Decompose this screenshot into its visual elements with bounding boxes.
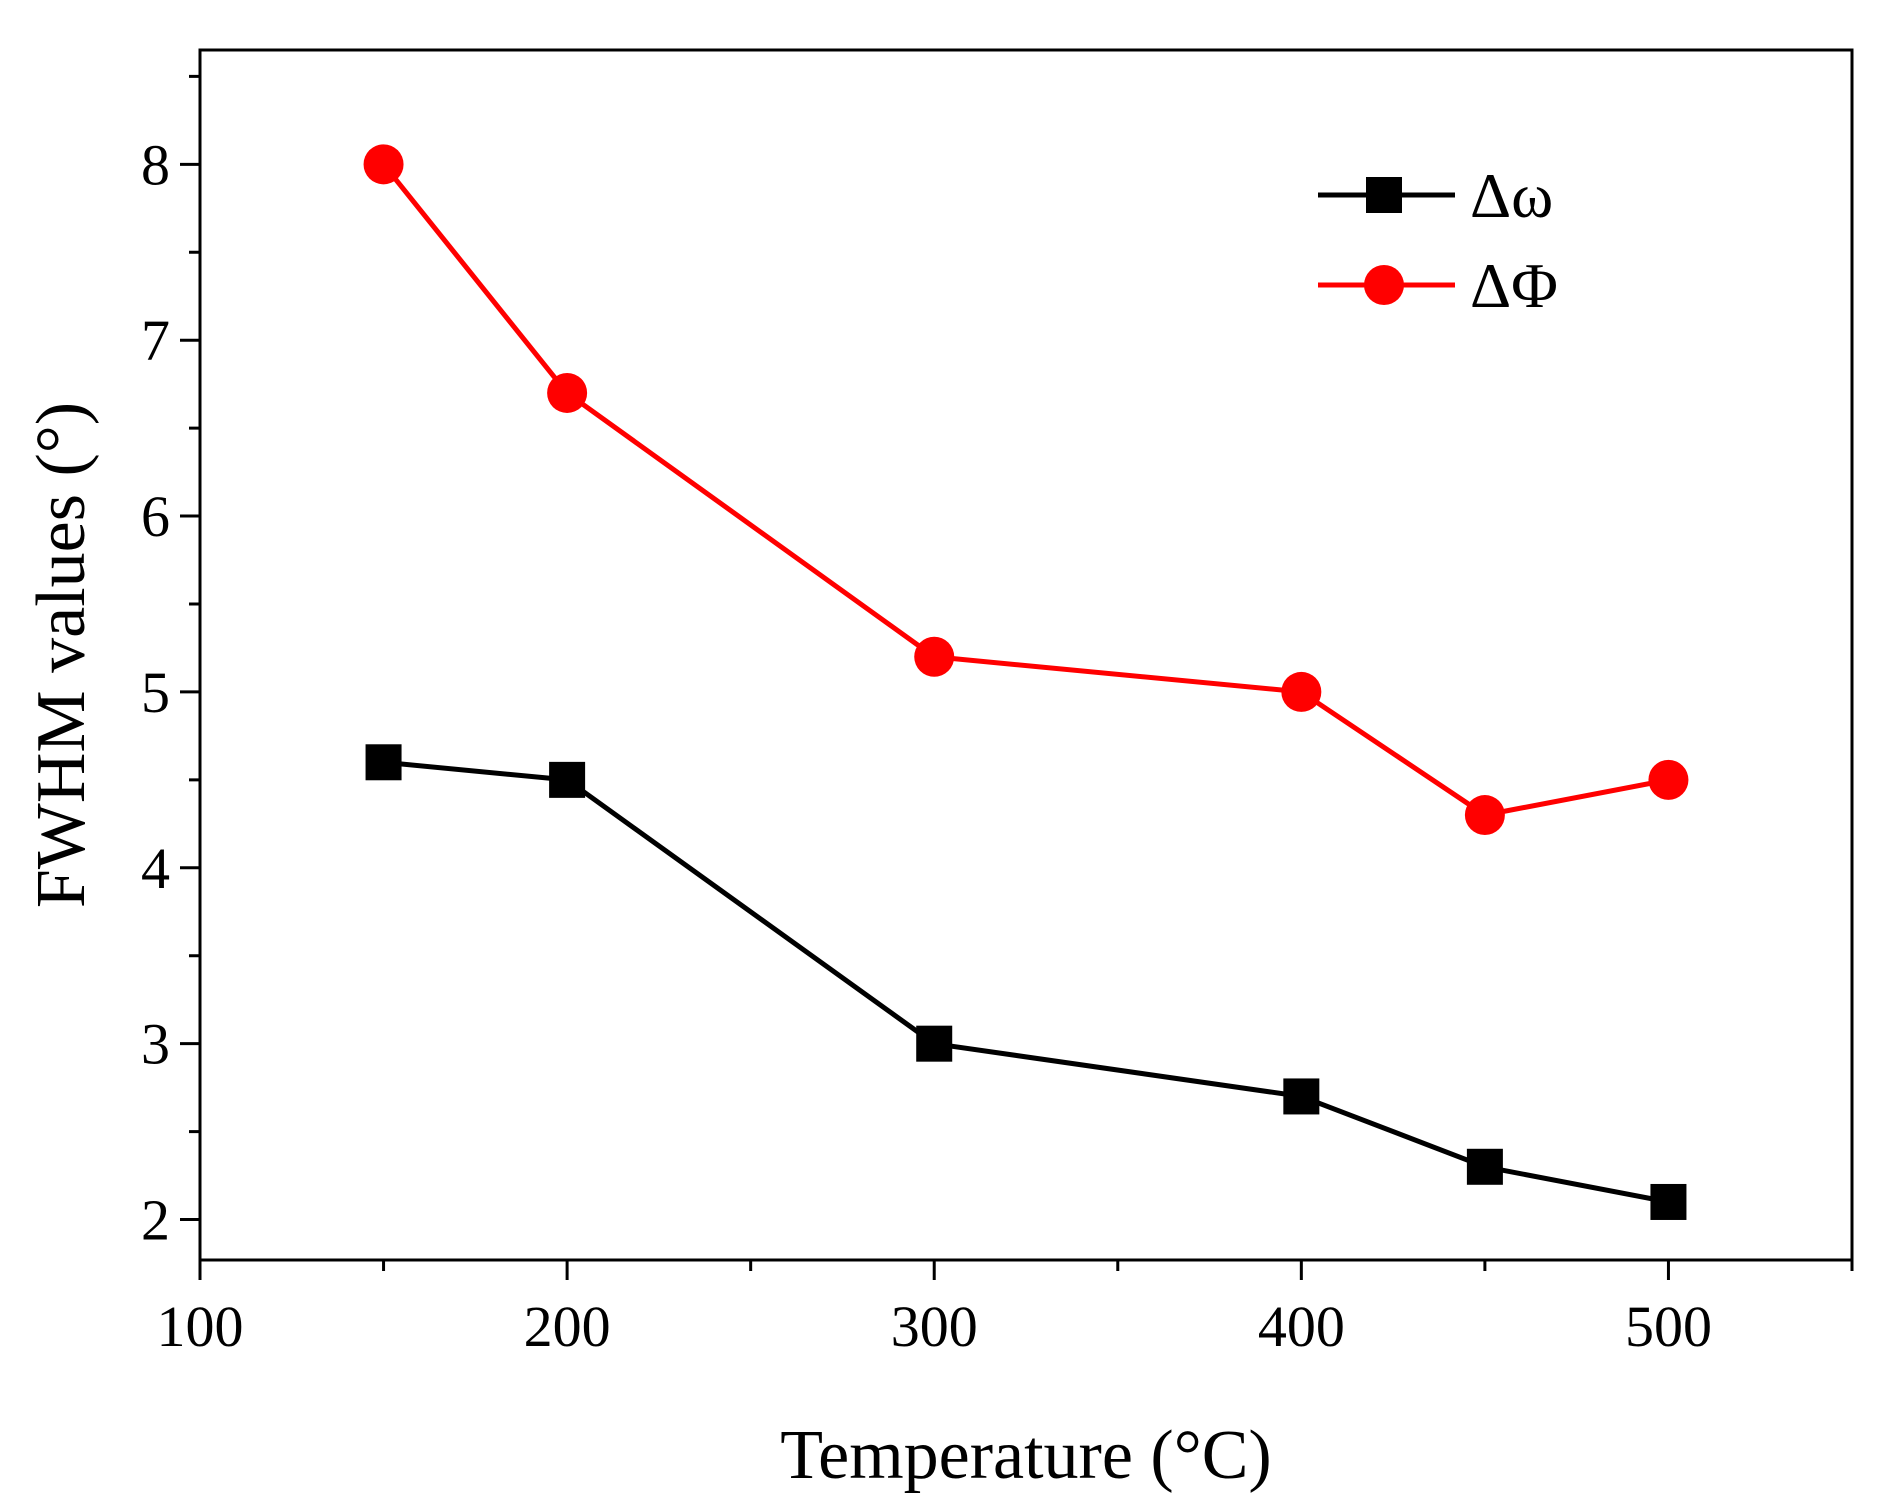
x-axis-title: Temperature (°C) [780,1417,1271,1494]
data-point-square [1466,1148,1503,1185]
data-point-square [1650,1183,1687,1220]
y-tick-label: 8 [141,132,170,197]
data-point-circle [914,636,955,677]
legend-marker-circle [1364,265,1404,305]
y-tick-label: 5 [141,660,170,725]
series-layer [363,144,1689,1220]
y-tick-label: 6 [141,484,170,549]
data-point-square [1283,1078,1320,1115]
x-tick-label: 300 [891,1294,978,1359]
x-tick-label: 500 [1625,1294,1712,1359]
series-line-delta-phi [381,162,1669,818]
data-point-circle [547,372,588,413]
data-point-square [365,744,402,781]
x-tick-label: 100 [157,1294,244,1359]
series-line-delta-omega [383,759,1669,1205]
y-tick-label: 4 [141,836,170,901]
data-point-square [549,761,586,798]
data-point-circle [1281,671,1322,712]
legend-marker-square [1366,177,1402,213]
plot-frame [198,48,1854,1262]
data-point-circle [1648,759,1689,800]
x-tick-label: 200 [524,1294,611,1359]
legend-label: Δω [1470,160,1553,231]
y-tick-label: 7 [141,308,170,373]
y-tick-label: 3 [141,1012,170,1077]
legend: Δω ΔΦ [1318,160,1558,321]
y-tick-label: 2 [141,1188,170,1253]
legend-label: ΔΦ [1470,250,1558,321]
x-tick-label: 400 [1258,1294,1345,1359]
data-point-square [916,1025,953,1062]
ticks-layer: 100 200 300 400 500 2 3 4 5 6 7 8 [141,74,1854,1359]
data-point-circle [1464,795,1505,836]
y-axis-title: FWHM values (°) [23,402,100,908]
data-point-circle [363,144,404,185]
